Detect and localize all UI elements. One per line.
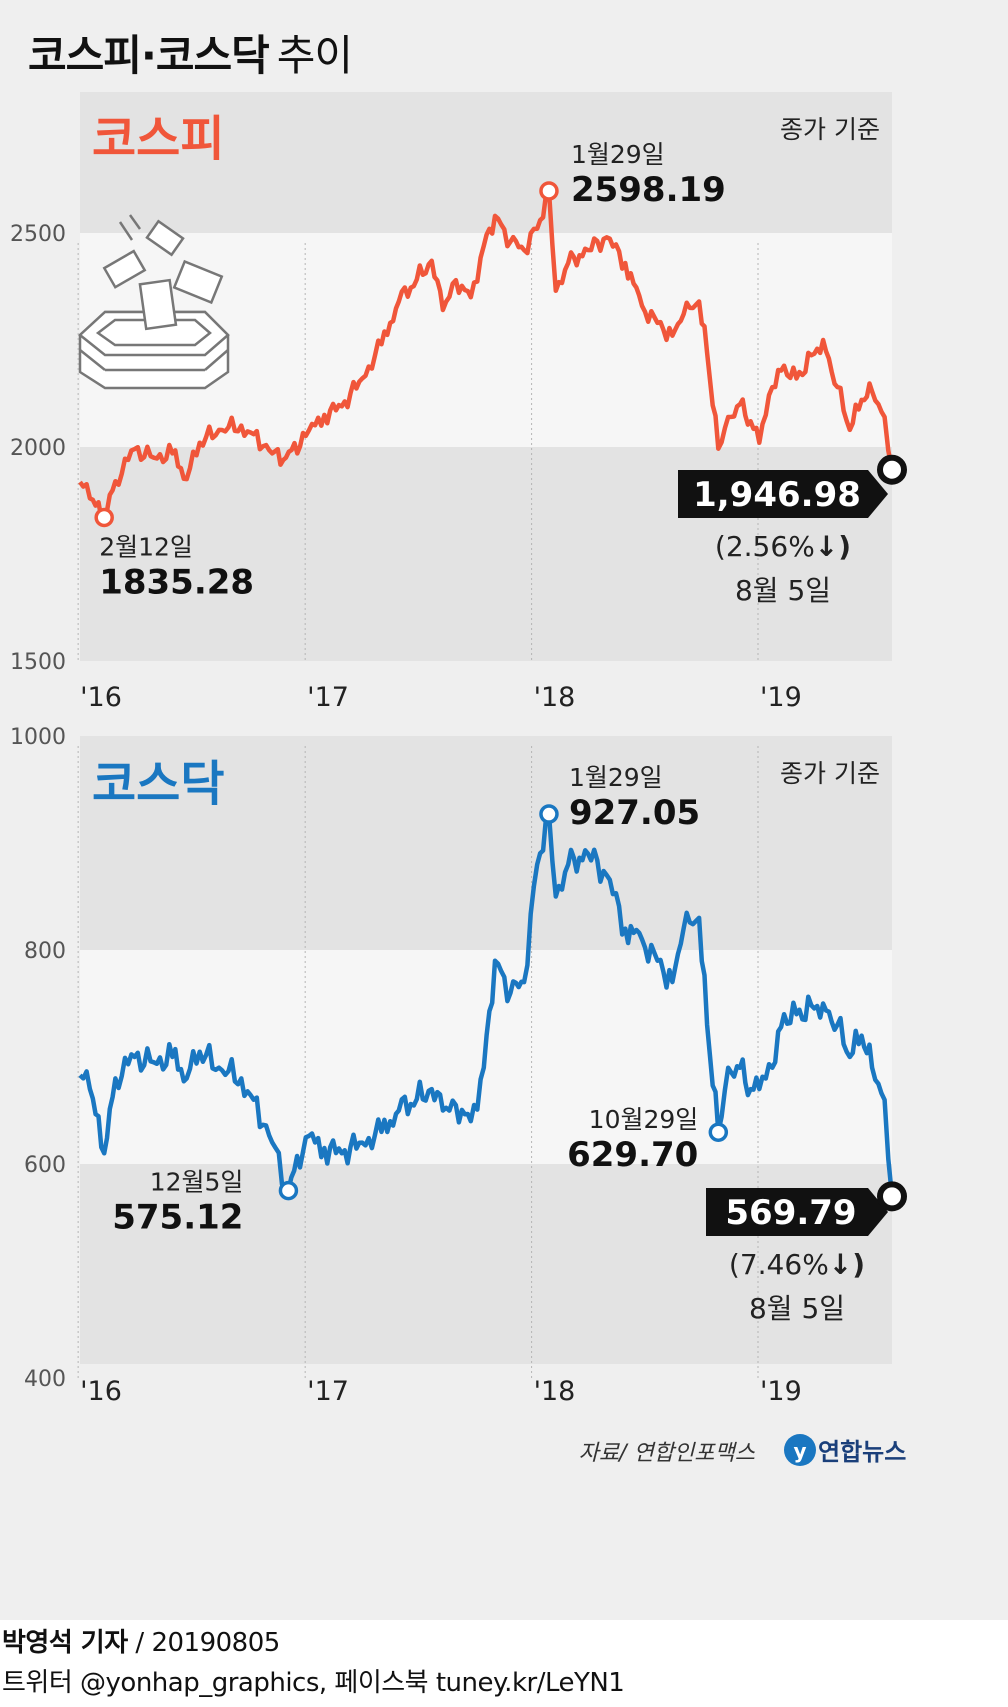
y-tick-label: 400	[24, 1367, 66, 1392]
annotation-date: 10월29일	[589, 1105, 699, 1134]
annotation-date: 12월5일	[150, 1168, 244, 1197]
source-label: 자료/ 연합인포맥스	[579, 1441, 756, 1466]
last-point-marker	[877, 454, 907, 485]
y-tick-label: 2000	[10, 436, 66, 461]
last-value-badge	[706, 1188, 888, 1236]
footer-reporter: 박영석 기자 / 20190805	[2, 1622, 280, 1659]
page-subtitle: 추이	[276, 31, 353, 80]
annotation-value: 1835.28	[99, 563, 254, 603]
logo-icon	[784, 1434, 816, 1466]
annotation-date: 2월12일	[99, 533, 193, 562]
x-tick-label: '19	[760, 682, 802, 713]
highlight-point	[278, 1180, 299, 1201]
last-point-marker	[877, 1181, 907, 1212]
series-line	[78, 188, 895, 521]
annotation-value: 927.05	[569, 793, 700, 833]
kospi-band-top	[80, 92, 892, 233]
highlight-point	[539, 181, 559, 201]
x-tick-label: '18	[534, 682, 576, 713]
x-tick-label: '18	[534, 1376, 576, 1407]
x-tick-label: '17	[307, 1376, 349, 1407]
last-change-label: (7.46%↓)	[729, 1248, 865, 1281]
x-tick-label: '16	[80, 1376, 122, 1407]
highlight-point	[94, 507, 114, 528]
x-tick-label: '19	[760, 1376, 802, 1407]
annotation-date: 1월29일	[571, 140, 665, 169]
logo-text: 연합뉴스	[818, 1438, 906, 1466]
last-change-label: (2.56%↓)	[715, 530, 851, 563]
annotation-date: 1월29일	[569, 763, 663, 792]
last-value-label: 569.79	[725, 1193, 856, 1233]
y-tick-label: 2500	[10, 222, 66, 247]
yonhap-logo: y 연합뉴스	[784, 1434, 906, 1466]
annotation-value: 2598.19	[571, 170, 726, 210]
x-tick-label: '17	[307, 682, 349, 713]
x-tick-label: '16	[80, 682, 122, 713]
svg-text:y: y	[793, 1439, 806, 1463]
infographic: 코스피·코스닥 추이 코스피 종가 기준 1500 2000 2500'16'17'18 '…	[0, 0, 1008, 1620]
y-tick-label: 1000	[10, 725, 66, 750]
highlight-point	[539, 804, 559, 824]
last-value-label: 1,946.98	[693, 475, 861, 515]
chart-title: 코스닥	[92, 756, 224, 812]
footer-social: 트위터 @yonhap_graphics, 페이스북 tuney.kr/LeYN…	[2, 1668, 625, 1698]
series-line	[78, 811, 895, 1197]
y-tick-label: 1500	[10, 650, 66, 675]
highlight-point	[708, 1122, 729, 1142]
kospi-chart: 코스피 종가 기준 1500 2000 2500 '16 '17 '18 '19 2월12일183…	[10, 111, 907, 713]
title-row: 코스피·코스닥 추이	[28, 22, 353, 82]
last-date-label: 8월 5일	[749, 1292, 845, 1325]
page-title: 코스피·코스닥	[28, 31, 270, 80]
chart-note: 종가 기준	[780, 115, 880, 144]
kosdaq-band-top	[80, 736, 892, 950]
kosdaq-chart: 코스닥 종가 기준 400 600 800 1000 '16 '17 '18 '19 12월5일57…	[10, 725, 907, 1407]
chart-title: 코스피	[92, 111, 224, 167]
annotation-value: 629.70	[567, 1135, 698, 1175]
footer-date: / 20190805	[135, 1628, 280, 1658]
y-tick-label: 800	[24, 939, 66, 964]
last-date-label: 8월 5일	[735, 574, 831, 607]
annotation-value: 575.12	[112, 1198, 243, 1238]
chart-svg: 코스피 종가 기준150020002500'16'17'18'192월12일183…	[10, 92, 907, 1466]
reporter-name: 박영석 기자	[2, 1628, 128, 1658]
ballot-box-illustration	[78, 214, 230, 390]
y-tick-label: 600	[24, 1153, 66, 1178]
last-value-badge	[678, 470, 888, 518]
chart-note: 종가 기준	[780, 759, 880, 788]
